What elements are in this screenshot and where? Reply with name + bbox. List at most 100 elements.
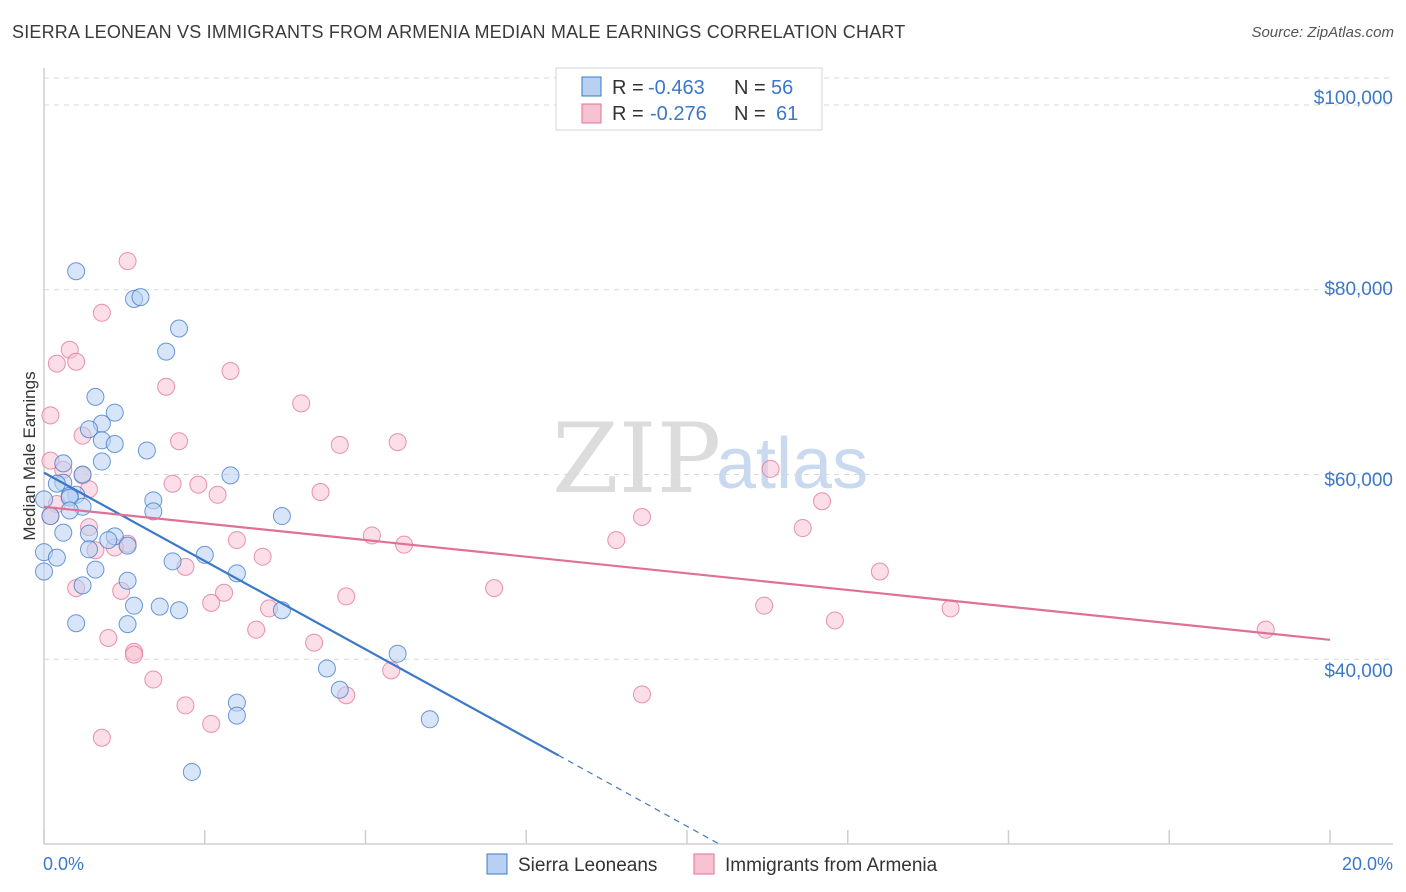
y-tick-label-100000: $100,000: [1314, 88, 1393, 109]
sierra-leonean-point-10: [105, 434, 124, 453]
armenia-point-38: [215, 583, 234, 602]
sierra-leonean-point-36: [163, 552, 182, 571]
armenia-point-22: [813, 492, 832, 511]
sierra-leonean-point-4: [157, 342, 176, 361]
sierra-leonean-point-49: [317, 659, 336, 678]
sierra-leonean-point-28: [80, 524, 99, 543]
sierra-leonean-point-12: [92, 452, 111, 471]
series-legend-label-pink: Immigrants from Armenia: [725, 855, 938, 876]
trend-lines: [43, 471, 1331, 845]
x-tick-label-min: 0.0%: [43, 854, 84, 874]
armenia-point-40: [485, 579, 504, 598]
sierra-leonean-point-14: [73, 465, 92, 484]
legend-r-label-blue: R =: [612, 77, 644, 99]
sierra-leonean-point-52: [227, 706, 246, 725]
trend-line-armenia: [43, 505, 1331, 641]
armenia-point-30: [227, 531, 246, 550]
armenia-point-20: [311, 483, 330, 502]
armenia-point-15: [761, 459, 780, 478]
sierra-leonean-point-5: [86, 387, 105, 406]
armenia-point-29: [607, 531, 626, 550]
armenia-point-59: [202, 714, 221, 733]
sierra-leonean-point-26: [41, 507, 60, 526]
armenia-point-50: [99, 628, 118, 647]
sierra-leonean-point-20: [35, 490, 53, 509]
sierra-leonean-point-53: [420, 710, 439, 729]
armenia-point-27: [793, 519, 812, 538]
sierra-leonean-point-27: [54, 523, 73, 542]
sierra-leonean-point-48: [388, 644, 407, 663]
y-tick-label-40000: $40,000: [1324, 661, 1393, 682]
sierra-leonean-point-50: [330, 680, 349, 699]
armenia-point-21: [208, 485, 227, 504]
trend-line-sierra-leonean: [43, 471, 559, 757]
sierra-leonean-point-6: [105, 403, 124, 422]
watermark-atlas: atlas: [716, 424, 868, 504]
series-sierra-leonean-points: [35, 262, 439, 781]
armenia-point-47: [825, 611, 844, 630]
armenia-point-4: [47, 354, 66, 373]
armenia-point-0: [118, 252, 137, 271]
source-label: Source: ZipAtlas.com: [1251, 24, 1394, 41]
legend-n-label-blue: N =: [734, 77, 766, 99]
series-legend: Sierra Leoneans Immigrants from Armenia: [486, 853, 938, 876]
armenia-point-5: [221, 362, 240, 381]
sierra-leonean-point-44: [170, 601, 189, 620]
sierra-leonean-point-24: [144, 502, 163, 521]
sierra-leonean-point-38: [86, 560, 105, 579]
sierra-leonean-point-11: [137, 441, 156, 460]
sierra-leonean-point-15: [221, 466, 240, 485]
chart-title: SIERRA LEONEAN VS IMMIGRANTS FROM ARMENI…: [12, 22, 906, 42]
series-legend-swatch-pink: [693, 853, 715, 875]
sierra-leonean-point-47: [118, 615, 137, 634]
sierra-leonean-point-42: [125, 596, 144, 615]
sierra-leonean-point-35: [47, 548, 66, 567]
x-tick-label-max: 20.0%: [1342, 854, 1393, 874]
armenia-point-6: [157, 377, 176, 396]
sierra-leonean-point-31: [118, 536, 137, 555]
armenia-point-55: [144, 670, 163, 689]
armenia-point-12: [388, 433, 407, 452]
armenia-point-8: [41, 406, 60, 425]
series-legend-label-blue: Sierra Leoneans: [518, 855, 657, 876]
armenia-point-10: [170, 432, 189, 451]
correlation-legend: R = -0.463 N = 56 R = -0.276 N = 61: [555, 67, 823, 131]
armenia-point-44: [755, 596, 774, 615]
armenia-point-1: [92, 303, 111, 322]
armenia-point-37: [870, 562, 889, 581]
sierra-leonean-point-8: [80, 420, 99, 439]
x-tick-marks: [43, 830, 1331, 844]
sierra-leonean-point-40: [73, 576, 92, 595]
armenia-point-7: [292, 394, 311, 413]
armenia-point-43: [202, 593, 221, 612]
sierra-leonean-point-43: [150, 597, 169, 616]
y-tick-label-80000: $80,000: [1324, 279, 1393, 300]
armenia-point-11: [330, 435, 349, 454]
legend-swatch-blue: [581, 76, 602, 97]
armenia-point-48: [247, 620, 266, 639]
sierra-leonean-point-30: [99, 531, 118, 550]
legend-n-value-pink: 61: [776, 103, 798, 125]
y-tick-label-60000: $60,000: [1324, 470, 1393, 491]
sierra-leonean-point-2: [131, 288, 150, 307]
series-legend-swatch-blue: [486, 853, 508, 875]
armenia-point-17: [163, 474, 182, 493]
grid: [44, 77, 1393, 660]
y-axis-label: Median Male Earnings: [20, 371, 39, 540]
legend-n-label-pink: N =: [734, 103, 766, 125]
armenia-point-45: [941, 599, 960, 618]
armenia-point-51: [305, 633, 324, 652]
armenia-point-56: [632, 685, 651, 704]
sierra-leonean-point-0: [67, 262, 86, 281]
armenia-point-3: [67, 352, 86, 371]
armenia-point-42: [337, 587, 356, 606]
armenia-point-18: [189, 475, 208, 494]
legend-swatch-pink: [581, 103, 602, 124]
legend-n-value-blue: 56: [771, 77, 793, 99]
sierra-leonean-point-3: [170, 319, 189, 338]
watermark-zip: ZIP: [552, 403, 721, 515]
sierra-leonean-point-39: [35, 562, 53, 581]
armenia-point-60: [92, 728, 111, 747]
armenia-point-53: [125, 645, 144, 664]
